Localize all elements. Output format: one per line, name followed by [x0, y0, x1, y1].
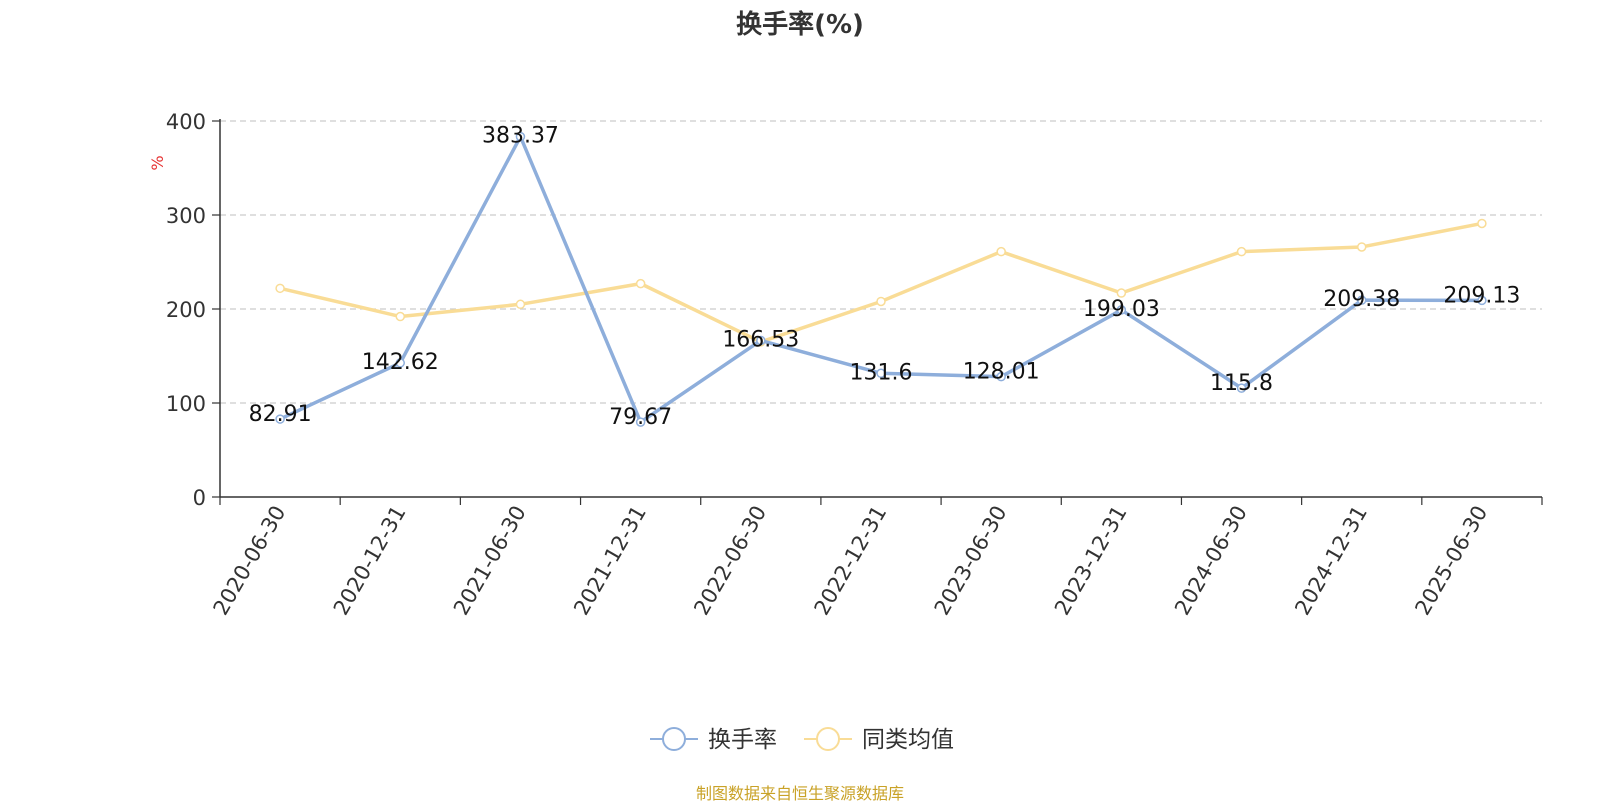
- legend-label: 换手率: [708, 727, 777, 753]
- data-point: [395, 358, 406, 368]
- data-point: [756, 335, 766, 346]
- data-label: 128.01: [963, 360, 1040, 385]
- data-label: 79.67: [609, 405, 672, 430]
- data-point: [996, 246, 1006, 257]
- x-tick-label: 2024-12-31: [1290, 502, 1372, 620]
- data-label: 142.62: [362, 350, 439, 375]
- x-tick-label: 2022-12-31: [810, 502, 892, 620]
- data-label: 209.38: [1323, 287, 1400, 312]
- data-label-layer: 82.91 142.62 383.37 79.67 166.53 131.6 128.01 1…: [249, 124, 1521, 430]
- data-point: [1116, 305, 1127, 315]
- y-tick-label: 0: [193, 486, 206, 510]
- data-label: 115.8: [1210, 371, 1273, 396]
- data-point: [635, 417, 646, 427]
- data-point: [635, 278, 646, 289]
- chart-title: 换手率(%): [736, 10, 864, 40]
- y-tick-label: 400: [166, 110, 206, 134]
- data-point: [515, 131, 526, 142]
- data-label: 383.37: [482, 124, 559, 149]
- grid-layer: [220, 120, 1542, 404]
- data-point: [1356, 295, 1367, 305]
- legend-label: 同类均值: [862, 727, 954, 753]
- x-tick-label: 2023-06-30: [930, 502, 1012, 620]
- x-tick-label: 2020-12-31: [329, 501, 411, 619]
- data-label: 82.91: [249, 402, 312, 427]
- data-point: [275, 283, 285, 294]
- series-line: [279, 221, 1483, 344]
- data-label: 131.6: [850, 360, 913, 385]
- legend: 换手率 同类均值: [650, 727, 954, 753]
- data-label: 166.53: [722, 327, 799, 352]
- data-point: [515, 299, 526, 310]
- data-point: [1236, 246, 1247, 257]
- x-tick-label: 2022-06-30: [689, 502, 771, 620]
- x-tick-label: 2024-06-30: [1170, 502, 1252, 620]
- data-point: [1477, 218, 1487, 229]
- x-tick-label: 2021-12-31: [569, 502, 651, 620]
- legend-marker: [662, 727, 686, 751]
- data-label: 199.03: [1083, 297, 1160, 322]
- x-tick-label: 2021-06-30: [449, 502, 531, 620]
- data-point: [1477, 295, 1487, 306]
- y-tick-label: 100: [166, 392, 206, 416]
- data-point: [275, 414, 285, 424]
- x-tick-label: 2023-12-31: [1050, 502, 1132, 620]
- y-axis-label: %: [148, 155, 167, 170]
- data-point: [876, 296, 886, 307]
- y-tick-label: 200: [166, 298, 206, 322]
- x-tick-label: 2020-06-30: [209, 502, 291, 620]
- legend-marker: [816, 727, 840, 751]
- data-label: 209.13: [1443, 283, 1520, 308]
- y-tick-label: 300: [166, 204, 206, 228]
- series-layer: [275, 131, 1487, 427]
- data-point: [1236, 383, 1247, 393]
- data-point: [876, 368, 886, 379]
- data-point: [996, 371, 1006, 382]
- data-point: [1356, 242, 1367, 252]
- data-point: [1116, 288, 1127, 298]
- source-note: 制图数据来自恒生聚源数据库: [695, 784, 904, 803]
- data-point: [395, 311, 406, 322]
- x-tick-label: 2025-06-30: [1410, 502, 1492, 620]
